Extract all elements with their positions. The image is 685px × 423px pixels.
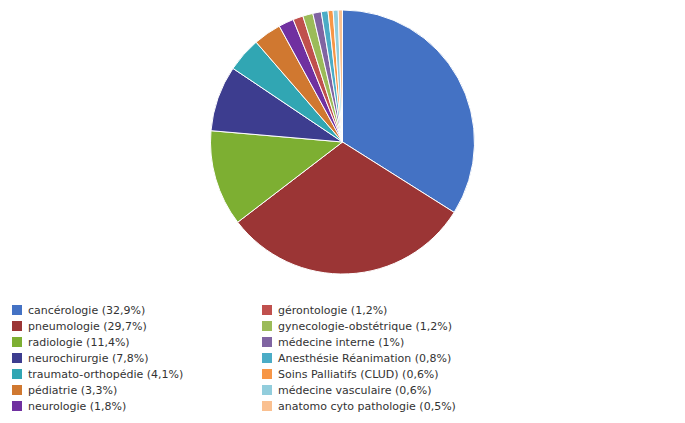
legend-swatch xyxy=(262,305,272,315)
legend-swatch xyxy=(12,401,22,411)
legend-label: cancérologie (32,9%) xyxy=(28,304,145,317)
legend-swatch xyxy=(262,385,272,395)
legend-label: médecine vasculaire (0,6%) xyxy=(278,384,432,397)
chart-container: cancérologie (32,9%) pneumologie (29,7%) r… xyxy=(0,0,685,423)
pie-slice xyxy=(321,11,342,142)
legend-label: neurochirurgie (7,8%) xyxy=(28,352,148,365)
legend-swatch xyxy=(262,353,272,363)
legend-label: radiologie (11,4%) xyxy=(28,336,130,349)
pie-slice xyxy=(328,10,343,142)
legend-swatch xyxy=(12,353,22,363)
legend-swatch xyxy=(12,337,22,347)
legend-swatch xyxy=(12,321,22,331)
chart: cancérologie (32,9%) pneumologie (29,7%) r… xyxy=(0,0,685,423)
pie xyxy=(211,10,475,274)
pie-slice xyxy=(333,10,342,142)
pie-slice xyxy=(211,131,343,223)
legend-label: Soins Palliatifs (CLUD) (0,6%) xyxy=(278,368,439,381)
legend-label: médecine interne (1%) xyxy=(278,336,404,349)
legend-swatch xyxy=(262,321,272,331)
pie-slice xyxy=(338,10,342,142)
legend-swatch xyxy=(262,337,272,347)
legend-swatch xyxy=(262,401,272,411)
legend-swatch xyxy=(12,305,22,315)
legend-label: anatomo cyto pathologie (0,5%) xyxy=(278,400,456,413)
legend-label: gérontologie (1,2%) xyxy=(278,304,387,317)
legend-label: pédiatrie (3,3%) xyxy=(28,384,117,397)
legend: cancérologie (32,9%) pneumologie (29,7%) r… xyxy=(12,304,456,413)
legend-label: Anesthésie Réanimation (0,8%) xyxy=(278,352,451,365)
legend-label: gynecologie-obstétrique (1,2%) xyxy=(278,320,452,333)
legend-swatch xyxy=(12,385,22,395)
legend-label: pneumologie (29,7%) xyxy=(28,320,147,333)
legend-label: neurologie (1,8%) xyxy=(28,400,126,413)
legend-swatch xyxy=(262,369,272,379)
legend-swatch xyxy=(12,369,22,379)
legend-label: traumato-orthopédie (4,1%) xyxy=(28,368,183,381)
